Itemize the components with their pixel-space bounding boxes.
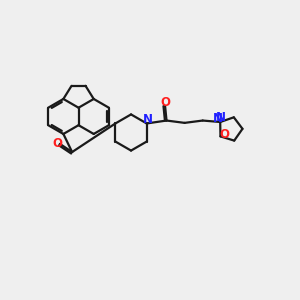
Text: N: N <box>143 113 153 127</box>
Text: O: O <box>160 96 170 109</box>
Text: O: O <box>220 128 230 141</box>
Text: N: N <box>215 111 226 124</box>
Text: O: O <box>52 137 62 150</box>
Text: N: N <box>213 112 223 125</box>
